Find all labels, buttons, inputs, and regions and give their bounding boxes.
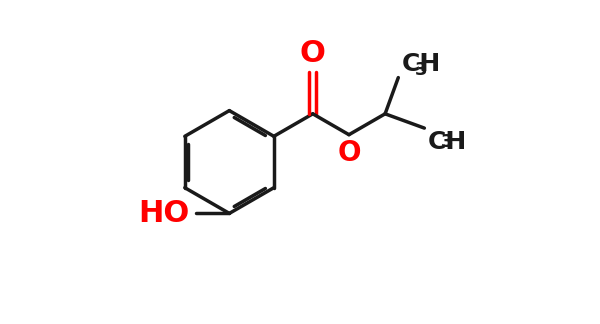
- Text: O: O: [300, 39, 326, 68]
- Text: 3: 3: [415, 61, 428, 79]
- Text: O: O: [337, 139, 361, 167]
- Text: 3: 3: [441, 133, 454, 151]
- Text: HO: HO: [138, 199, 189, 228]
- Text: CH: CH: [401, 52, 441, 76]
- Text: CH: CH: [428, 130, 467, 154]
